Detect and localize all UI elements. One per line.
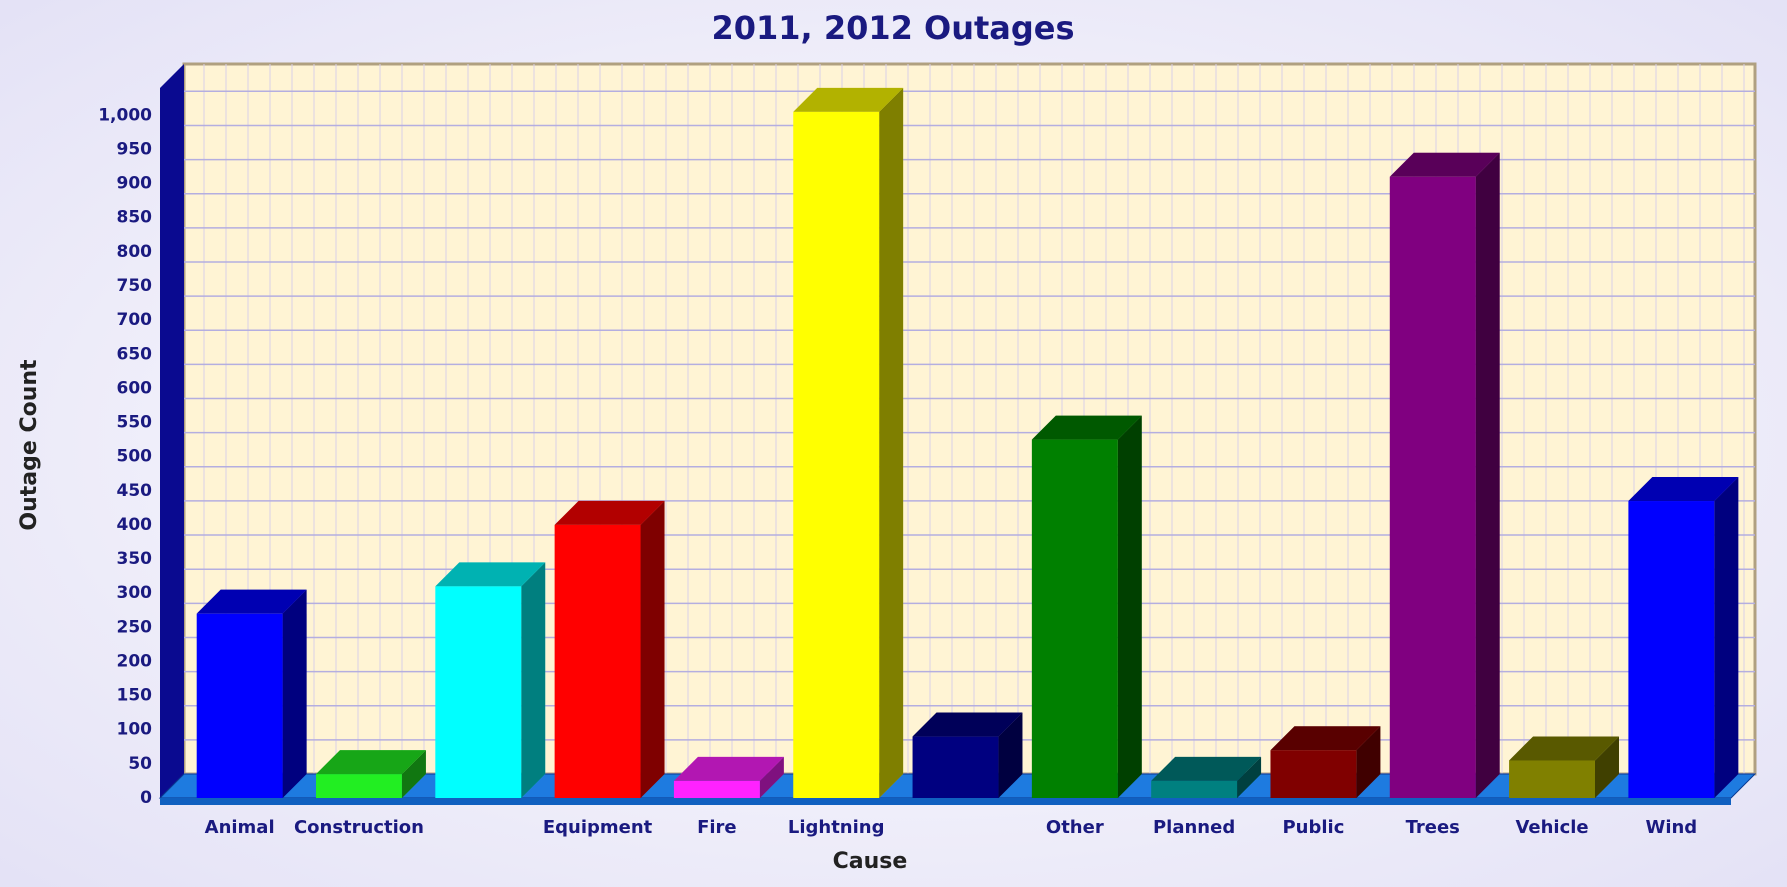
x-tick-label: Public bbox=[1282, 817, 1344, 838]
x-tick-label: Animal bbox=[205, 817, 275, 838]
bar bbox=[1031, 439, 1118, 798]
bar-top-shade bbox=[1509, 736, 1619, 761]
bar-side-shade bbox=[1117, 415, 1142, 798]
x-tick-label: Construction bbox=[294, 817, 424, 838]
bar-top bbox=[196, 589, 307, 614]
bar-top bbox=[793, 87, 904, 112]
bar-top-shade bbox=[196, 589, 307, 614]
bar-top-shade bbox=[912, 712, 1023, 737]
x-tick-label: Vehicle bbox=[1515, 817, 1588, 838]
bar bbox=[554, 524, 641, 798]
bar-side-shade bbox=[998, 712, 1023, 798]
y-tick-label: 950 bbox=[117, 139, 153, 159]
bar bbox=[316, 774, 402, 798]
plot-wall bbox=[182, 62, 1757, 776]
bar-side-shade bbox=[1594, 736, 1619, 798]
x-tick-label: Trees bbox=[1406, 817, 1460, 838]
left-wall bbox=[160, 64, 184, 798]
floor-edge bbox=[160, 798, 1731, 805]
bar-top bbox=[1389, 152, 1500, 177]
bar bbox=[912, 736, 999, 798]
bar bbox=[435, 586, 522, 798]
bar bbox=[1270, 750, 1357, 798]
bar bbox=[673, 780, 760, 798]
bar-top bbox=[673, 756, 784, 781]
bar-top-shade bbox=[316, 750, 426, 775]
x-tick-label: Fire bbox=[697, 817, 737, 838]
bar-side-shade bbox=[879, 87, 904, 799]
bar-side-shade bbox=[521, 562, 546, 798]
bar-top-shade bbox=[1151, 756, 1262, 781]
y-tick-label: 750 bbox=[117, 276, 153, 296]
bar-top-shade bbox=[435, 562, 546, 587]
bar-top bbox=[912, 712, 1023, 737]
y-tick-label: 350 bbox=[117, 549, 153, 569]
x-tick-label: Equipment bbox=[543, 817, 653, 838]
bar bbox=[1628, 501, 1715, 798]
y-tick-label: 700 bbox=[117, 310, 153, 330]
bar-top-shade bbox=[793, 87, 904, 112]
bar-top-shade bbox=[1031, 415, 1142, 440]
y-tick-label: 100 bbox=[117, 720, 153, 740]
y-tick-label: 150 bbox=[117, 686, 153, 706]
bar-side-shade bbox=[759, 756, 784, 798]
bar-side-shade bbox=[1356, 726, 1381, 798]
bar-top bbox=[316, 750, 426, 775]
y-tick-label: 800 bbox=[117, 242, 153, 262]
x-tick-label: Lightning bbox=[788, 817, 885, 838]
bar-top bbox=[1031, 415, 1142, 440]
bar bbox=[196, 613, 283, 798]
bar-top-shade bbox=[673, 756, 784, 781]
y-tick-label: 450 bbox=[117, 481, 153, 501]
y-tick-label: 0 bbox=[140, 788, 152, 808]
chart-title: 2011, 2012 Outages bbox=[711, 9, 1074, 47]
x-tick-label: Wind bbox=[1645, 817, 1697, 838]
bar bbox=[1509, 760, 1595, 798]
bar-side-shade bbox=[1237, 756, 1262, 798]
bar-top bbox=[554, 500, 665, 525]
y-axis-label: Outage Count bbox=[17, 359, 42, 531]
y-tick-label: 250 bbox=[117, 617, 153, 637]
y-tick-label: 500 bbox=[117, 447, 153, 467]
y-tick-label: 600 bbox=[117, 378, 153, 398]
bar-top bbox=[1509, 736, 1619, 761]
bar-top bbox=[1628, 477, 1739, 502]
bar bbox=[1389, 176, 1476, 798]
y-tick-label: 650 bbox=[117, 344, 153, 364]
x-tick-label: Other bbox=[1046, 817, 1104, 838]
y-tick-label: 900 bbox=[117, 174, 153, 194]
bar-side-shade bbox=[1475, 152, 1500, 798]
bar-side-shade bbox=[640, 500, 665, 798]
y-tick-label: 1,000 bbox=[98, 105, 152, 125]
bar bbox=[793, 111, 880, 799]
bar-top bbox=[1270, 726, 1381, 751]
y-tick-label: 200 bbox=[117, 651, 153, 671]
y-tick-label: 50 bbox=[128, 754, 152, 774]
x-tick-label: Planned bbox=[1153, 817, 1235, 838]
bar-top bbox=[435, 562, 546, 587]
y-tick-label: 300 bbox=[117, 583, 153, 603]
bar-side-shade bbox=[401, 750, 426, 798]
y-tick-label: 400 bbox=[117, 515, 153, 535]
bar-top-shade bbox=[1270, 726, 1381, 751]
bar-top-shade bbox=[1628, 477, 1739, 502]
y-tick-label: 850 bbox=[117, 208, 153, 228]
bar-side-shade bbox=[282, 589, 307, 798]
bar-top-shade bbox=[554, 500, 665, 525]
bar bbox=[1151, 780, 1238, 798]
bar-side-shade bbox=[1714, 477, 1739, 798]
bar-top-shade bbox=[1389, 152, 1500, 177]
x-axis-label: Cause bbox=[833, 849, 908, 874]
bar-top bbox=[1151, 756, 1262, 781]
y-tick-label: 550 bbox=[117, 413, 153, 433]
